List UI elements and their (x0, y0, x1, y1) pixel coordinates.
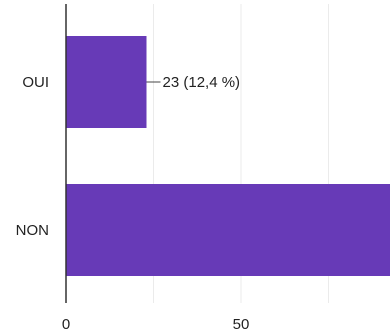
x-tick-label: 50 (233, 316, 250, 333)
category-label: OUI (22, 74, 49, 91)
axes: 0 50 (62, 4, 250, 333)
bars (66, 36, 390, 276)
category-label: NON (16, 222, 49, 239)
bar-oui (66, 36, 147, 128)
x-tick-label: 0 (62, 316, 70, 333)
labels: OUI 23 (12,4 %) NON (16, 74, 240, 239)
data-label: 23 (12,4 %) (163, 74, 241, 91)
bar-non (66, 184, 390, 276)
